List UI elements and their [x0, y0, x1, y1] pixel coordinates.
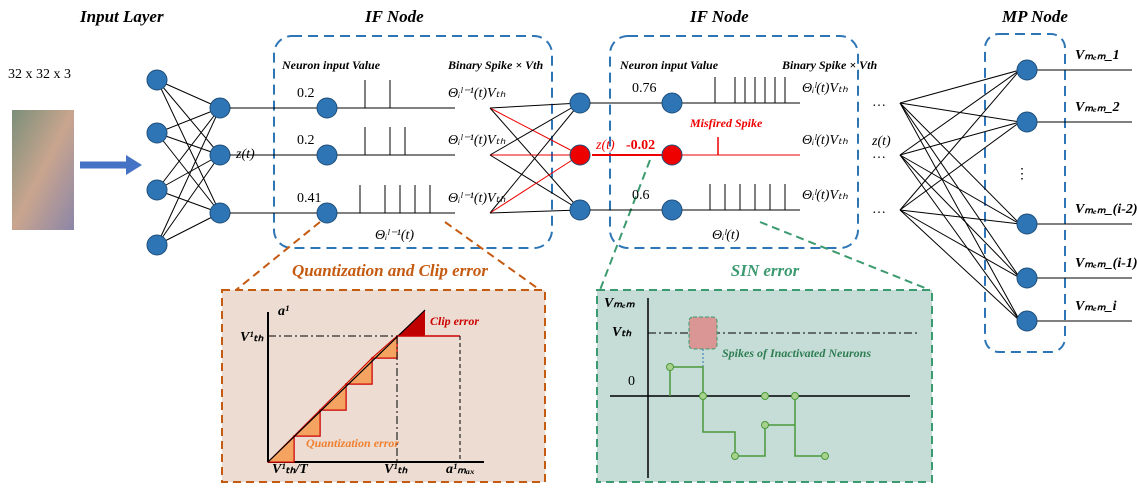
trace-point — [792, 393, 799, 400]
axis-label: V¹ₜₕ — [240, 330, 265, 345]
line — [900, 103, 1020, 224]
dots: … — [872, 95, 886, 110]
layer-title: IF Node — [364, 7, 424, 26]
line — [900, 103, 1020, 278]
trace-point — [822, 453, 829, 460]
neuron — [147, 70, 167, 90]
neuron — [147, 180, 167, 200]
line — [157, 213, 220, 245]
neuron — [210, 98, 230, 118]
input-size: 32 x 32 x 3 — [8, 67, 71, 82]
input-value: 0.6 — [632, 188, 650, 203]
neuron — [1017, 311, 1037, 331]
vmem-label: Vₘₑₘ_1 — [1075, 48, 1120, 63]
line — [157, 155, 220, 190]
diagram: Input Layer IF Node IF Node MP Node 32 x 32 … — [0, 0, 1137, 490]
z-label: z(t) — [595, 138, 615, 153]
trace-point — [762, 393, 769, 400]
neuron — [147, 123, 167, 143]
input-value: 0.76 — [632, 81, 657, 96]
trace-point — [667, 364, 674, 371]
axis-label: Vₘₑₘ — [604, 296, 636, 311]
neuron — [147, 235, 167, 255]
theta-label: Θᵢˡ⁻¹(t) — [375, 228, 414, 243]
quant-panel — [222, 290, 545, 482]
z-label: z(t) — [871, 134, 891, 149]
neuron — [662, 93, 682, 113]
spike-output: Θᵢˡ(t)Vₜₕ — [802, 188, 848, 203]
line — [900, 210, 1020, 278]
neuron — [570, 93, 590, 113]
spike-output: Θᵢˡ⁻¹(t)Vₜₕ — [448, 86, 506, 101]
neuron — [1017, 60, 1037, 80]
layer-title: MP Node — [1001, 7, 1068, 26]
annotation: Clip error — [430, 314, 479, 328]
input-value: 0.2 — [297, 86, 315, 101]
neuron — [1017, 112, 1037, 132]
header: Neuron input Value — [281, 58, 381, 72]
vmem-label: Vₘₑₘ_(i-1) — [1075, 256, 1137, 271]
neuron — [1017, 214, 1037, 234]
spike-output: Θᵢˡ⁻¹(t)Vₜₕ — [448, 133, 506, 148]
neuron — [570, 200, 590, 220]
line — [900, 122, 1020, 155]
spike-output: Θᵢˡ(t)Vₜₕ — [802, 81, 848, 96]
layer-title: Input Layer — [79, 7, 164, 26]
dots: … — [872, 147, 886, 162]
line — [490, 103, 580, 108]
layer-title: IF Node — [689, 7, 749, 26]
input-value: 0.2 — [297, 133, 315, 148]
header: Binary Spike × Vth — [781, 58, 878, 72]
misfired-label: Misfired Spike — [689, 116, 763, 130]
input-image — [12, 110, 74, 230]
neuron — [662, 200, 682, 220]
vmem-label: Vₘₑₘ_(i-2) — [1075, 202, 1137, 217]
header: Neuron input Value — [619, 58, 719, 72]
header: Binary Spike × Vth — [447, 58, 544, 72]
axis-label: Vₜₕ — [612, 325, 632, 340]
neuron — [317, 98, 337, 118]
neuron — [1017, 268, 1037, 288]
dots: ⋮ — [1015, 167, 1029, 182]
annotation: Spikes of Inactivated Neurons — [722, 346, 871, 360]
spike-output: Θᵢˡ(t)Vₜₕ — [802, 133, 848, 148]
axis-label: V¹ₜₕ — [384, 462, 409, 477]
line — [490, 210, 580, 213]
annotation: Quantization error — [306, 436, 399, 450]
spike-highlight — [689, 317, 717, 349]
mp-box — [985, 34, 1065, 352]
line — [490, 103, 580, 155]
trace-point — [762, 422, 769, 429]
line — [490, 103, 580, 213]
axis-label: 0 — [628, 374, 635, 389]
neuron — [210, 203, 230, 223]
vmem-label: Vₘₑₘ_2 — [1075, 100, 1120, 115]
axis-label: a¹ — [278, 304, 289, 319]
neuron — [210, 145, 230, 165]
line — [157, 155, 220, 245]
arrow-head — [126, 155, 142, 175]
vmem-label: Vₘₑₘ_i — [1075, 299, 1117, 314]
panel-title: SIN error — [731, 261, 800, 280]
neuron — [662, 145, 682, 165]
line — [900, 70, 1020, 155]
input-value: -0.02 — [626, 138, 655, 153]
trace-point — [700, 393, 707, 400]
panel-title: Quantization and Clip error — [292, 261, 488, 280]
dots: … — [872, 202, 886, 217]
trace-point — [732, 453, 739, 460]
line — [900, 70, 1020, 103]
neuron — [570, 145, 590, 165]
neuron — [317, 203, 337, 223]
theta-label: Θᵢˡ(t) — [712, 228, 740, 243]
axis-label: V¹ₜₕ/T — [272, 462, 309, 477]
axis-label: a¹ₘₐₓ — [446, 462, 475, 477]
input-value: 0.41 — [297, 191, 322, 206]
neuron — [317, 145, 337, 165]
